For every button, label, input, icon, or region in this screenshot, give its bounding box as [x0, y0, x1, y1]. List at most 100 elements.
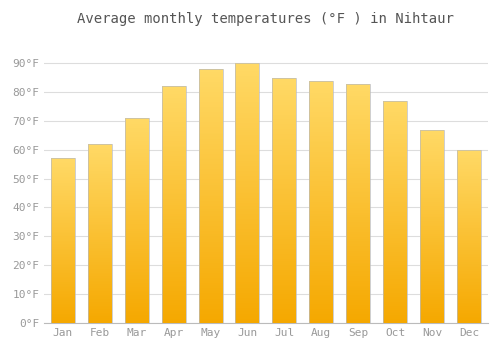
Bar: [457, 301, 481, 302]
Bar: [88, 300, 112, 301]
Bar: [383, 217, 407, 218]
Bar: [162, 293, 186, 294]
Bar: [88, 227, 112, 228]
Bar: [310, 219, 334, 220]
Bar: [457, 280, 481, 281]
Bar: [162, 291, 186, 292]
Bar: [124, 210, 148, 211]
Bar: [88, 273, 112, 274]
Bar: [420, 140, 444, 141]
Bar: [272, 108, 296, 110]
Bar: [162, 115, 186, 116]
Bar: [198, 107, 222, 108]
Bar: [51, 272, 75, 273]
Bar: [198, 178, 222, 180]
Bar: [457, 225, 481, 226]
Bar: [162, 206, 186, 207]
Bar: [88, 312, 112, 313]
Bar: [457, 318, 481, 319]
Bar: [346, 173, 370, 174]
Bar: [198, 221, 222, 223]
Bar: [420, 231, 444, 232]
Bar: [346, 171, 370, 172]
Bar: [162, 97, 186, 98]
Bar: [51, 206, 75, 207]
Bar: [310, 170, 334, 172]
Bar: [457, 154, 481, 155]
Bar: [310, 288, 334, 289]
Bar: [51, 234, 75, 235]
Bar: [272, 313, 296, 314]
Bar: [162, 123, 186, 124]
Bar: [88, 284, 112, 285]
Bar: [346, 286, 370, 287]
Bar: [124, 126, 148, 127]
Bar: [383, 248, 407, 250]
Bar: [346, 191, 370, 193]
Bar: [162, 194, 186, 195]
Bar: [124, 235, 148, 236]
Bar: [420, 175, 444, 176]
Bar: [51, 282, 75, 283]
Bar: [310, 124, 334, 125]
Bar: [457, 283, 481, 284]
Bar: [236, 84, 260, 85]
Bar: [272, 135, 296, 137]
Bar: [88, 261, 112, 262]
Bar: [383, 245, 407, 246]
Bar: [346, 111, 370, 112]
Bar: [124, 163, 148, 164]
Bar: [124, 266, 148, 267]
Bar: [236, 114, 260, 115]
Bar: [383, 314, 407, 315]
Bar: [420, 156, 444, 157]
Bar: [162, 92, 186, 93]
Bar: [457, 274, 481, 275]
Bar: [420, 254, 444, 255]
Bar: [236, 312, 260, 314]
Bar: [51, 241, 75, 242]
Bar: [51, 166, 75, 167]
Bar: [272, 189, 296, 190]
Bar: [88, 158, 112, 159]
Bar: [162, 301, 186, 302]
Bar: [124, 276, 148, 278]
Bar: [236, 140, 260, 141]
Bar: [88, 209, 112, 210]
Bar: [124, 165, 148, 166]
Bar: [383, 159, 407, 160]
Bar: [236, 311, 260, 312]
Bar: [51, 198, 75, 199]
Bar: [124, 128, 148, 130]
Bar: [272, 79, 296, 80]
Bar: [457, 314, 481, 315]
Bar: [457, 192, 481, 193]
Bar: [346, 276, 370, 277]
Bar: [124, 226, 148, 228]
Bar: [51, 281, 75, 282]
Bar: [236, 166, 260, 167]
Bar: [457, 159, 481, 160]
Bar: [457, 264, 481, 265]
Bar: [51, 246, 75, 247]
Bar: [51, 160, 75, 161]
Bar: [198, 138, 222, 139]
Bar: [420, 147, 444, 148]
Bar: [346, 213, 370, 214]
Bar: [310, 252, 334, 254]
Bar: [346, 161, 370, 162]
Bar: [272, 195, 296, 197]
Bar: [310, 98, 334, 99]
Bar: [420, 160, 444, 161]
Bar: [88, 159, 112, 160]
Bar: [236, 276, 260, 277]
Bar: [236, 211, 260, 212]
Bar: [383, 126, 407, 127]
Bar: [310, 272, 334, 273]
Bar: [420, 179, 444, 180]
Bar: [383, 195, 407, 196]
Bar: [383, 304, 407, 305]
Bar: [162, 191, 186, 193]
Bar: [124, 123, 148, 124]
Bar: [272, 262, 296, 264]
